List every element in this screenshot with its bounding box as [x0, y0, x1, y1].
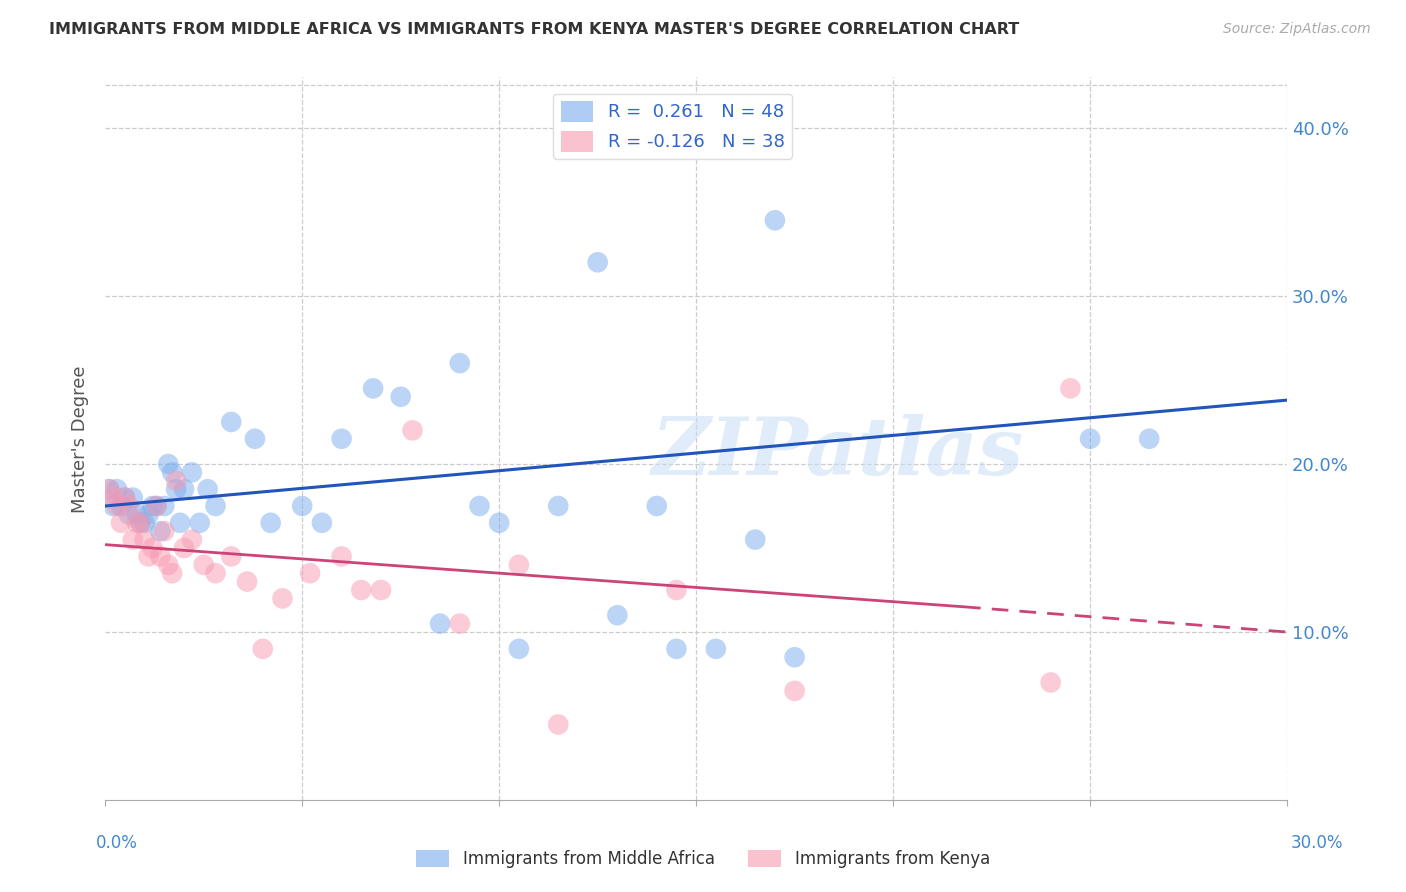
Text: 0.0%: 0.0%: [96, 834, 138, 852]
Point: [134, 516, 156, 530]
Point: [118, 508, 141, 522]
Point: [219, 415, 242, 429]
Point: [468, 499, 491, 513]
Legend: Immigrants from Middle Africa, Immigrants from Kenya: Immigrants from Middle Africa, Immigrant…: [409, 843, 997, 875]
Point: [783, 683, 806, 698]
Point: [129, 516, 152, 530]
Point: [138, 549, 160, 564]
Point: [508, 641, 530, 656]
Text: IMMIGRANTS FROM MIDDLE AFRICA VS IMMIGRANTS FROM KENYA MASTER'S DEGREE CORRELATI: IMMIGRANTS FROM MIDDLE AFRICA VS IMMIGRA…: [49, 22, 1019, 37]
Point: [299, 566, 322, 581]
Point: [547, 717, 569, 731]
Point: [153, 524, 176, 539]
Point: [645, 499, 668, 513]
Point: [586, 255, 609, 269]
Point: [141, 499, 163, 513]
Point: [121, 533, 143, 547]
Point: [118, 499, 141, 513]
Text: ZIPatlas: ZIPatlas: [652, 415, 1024, 492]
Point: [165, 474, 187, 488]
Point: [114, 491, 136, 505]
Point: [370, 582, 392, 597]
Point: [449, 616, 471, 631]
Point: [138, 508, 160, 522]
Point: [129, 516, 152, 530]
Point: [110, 499, 132, 513]
Point: [665, 641, 688, 656]
Point: [193, 558, 215, 572]
Point: [252, 641, 274, 656]
Point: [125, 508, 148, 522]
Point: [125, 516, 148, 530]
Point: [173, 482, 195, 496]
Point: [744, 533, 766, 547]
Point: [114, 491, 136, 505]
Point: [188, 516, 211, 530]
Point: [1078, 432, 1101, 446]
Point: [271, 591, 294, 606]
Point: [204, 566, 226, 581]
Point: [105, 499, 128, 513]
Point: [783, 650, 806, 665]
Point: [350, 582, 373, 597]
Point: [1059, 381, 1081, 395]
Point: [110, 516, 132, 530]
Point: [361, 381, 384, 395]
Point: [149, 524, 172, 539]
Point: [157, 558, 180, 572]
Point: [311, 516, 333, 530]
Point: [101, 499, 124, 513]
Point: [219, 549, 242, 564]
Point: [429, 616, 451, 631]
Point: [763, 213, 786, 227]
Point: [145, 499, 167, 513]
Point: [98, 482, 121, 496]
Text: Source: ZipAtlas.com: Source: ZipAtlas.com: [1223, 22, 1371, 37]
Point: [389, 390, 412, 404]
Point: [160, 466, 183, 480]
Point: [260, 516, 283, 530]
Point: [121, 491, 143, 505]
Point: [508, 558, 530, 572]
Point: [547, 499, 569, 513]
Point: [243, 432, 266, 446]
Point: [98, 482, 121, 496]
Point: [145, 499, 167, 513]
Point: [606, 608, 628, 623]
Point: [149, 549, 172, 564]
Point: [1137, 432, 1160, 446]
Point: [330, 549, 353, 564]
Point: [157, 457, 180, 471]
Point: [105, 482, 128, 496]
Point: [665, 582, 688, 597]
Point: [291, 499, 314, 513]
Point: [153, 499, 176, 513]
Point: [141, 541, 163, 555]
Point: [449, 356, 471, 370]
Point: [134, 533, 156, 547]
Point: [1039, 675, 1062, 690]
Point: [401, 423, 423, 437]
Point: [173, 541, 195, 555]
Point: [488, 516, 510, 530]
Legend: R =  0.261   N = 48, R = -0.126   N = 38: R = 0.261 N = 48, R = -0.126 N = 38: [554, 94, 792, 159]
Point: [180, 466, 202, 480]
Text: 30.0%: 30.0%: [1291, 834, 1343, 852]
Point: [330, 432, 353, 446]
Point: [204, 499, 226, 513]
Point: [236, 574, 259, 589]
Point: [160, 566, 183, 581]
Point: [165, 482, 187, 496]
Point: [180, 533, 202, 547]
Point: [704, 641, 727, 656]
Y-axis label: Master's Degree: Master's Degree: [72, 365, 89, 513]
Point: [101, 491, 124, 505]
Point: [169, 516, 191, 530]
Point: [197, 482, 219, 496]
